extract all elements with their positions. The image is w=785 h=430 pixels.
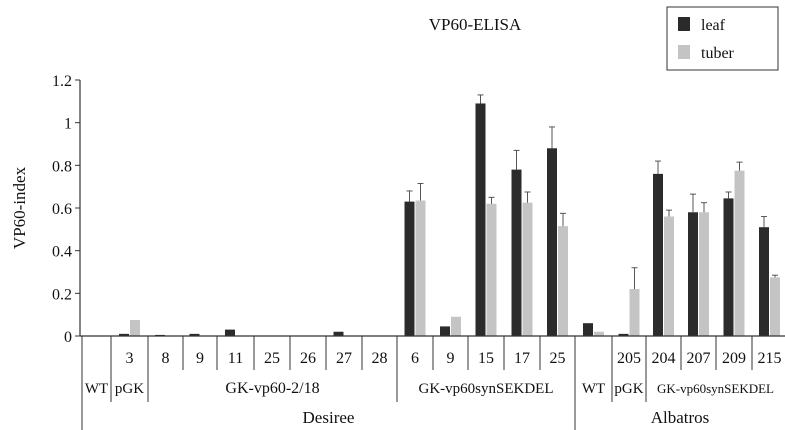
bar-leaf	[583, 323, 593, 336]
cultivar-label: Desiree	[303, 408, 355, 427]
bar-leaf	[723, 198, 734, 336]
bar-tuber	[451, 316, 461, 336]
bar-leaf	[618, 333, 629, 336]
y-tick-label: 1	[64, 116, 72, 133]
construct-label: pGK	[115, 381, 144, 397]
x-tick-label: 26	[300, 350, 316, 367]
construct-label: pGK	[614, 381, 643, 397]
x-tick-label: 9	[196, 350, 204, 367]
chart-title: VP60-ELISA	[429, 15, 522, 34]
bar-marks	[80, 94, 785, 337]
x-tick-label: 205	[617, 350, 641, 367]
bar-leaf	[189, 333, 200, 336]
legend-label-tuber: tuber	[701, 45, 735, 62]
bar-leaf	[653, 173, 663, 336]
bar-leaf	[759, 227, 769, 336]
y-axis: 0 0.2 0.4 0.6 0.8 1 1.2	[52, 73, 81, 346]
bar-tuber	[130, 320, 140, 336]
y-axis-label: VP60-index	[10, 166, 29, 249]
construct-label: GK-vp60synSEKDEL	[419, 381, 554, 397]
x-tick-label: 15	[478, 350, 494, 367]
bar-tuber	[558, 226, 568, 336]
bar-leaf	[225, 329, 235, 336]
bar-tuber	[734, 170, 745, 336]
x-tick-label: 9	[447, 350, 455, 367]
y-tick-label: 0.2	[52, 286, 72, 303]
x-tick-label: 204	[652, 350, 676, 367]
construct-label: WT	[85, 381, 108, 397]
bar-tuber	[415, 200, 426, 336]
x-tick-label: 6	[411, 350, 419, 367]
cultivar-label: Albatros	[651, 408, 710, 427]
x-tick-label: 28	[372, 350, 388, 367]
bar-tuber	[770, 277, 780, 336]
bar-tuber	[699, 212, 709, 336]
y-tick-label: 1.2	[52, 73, 72, 90]
bar-leaf	[475, 103, 486, 336]
legend-swatch-leaf	[678, 17, 690, 31]
chart-legend: leaf tuber	[666, 6, 779, 71]
bar-leaf	[333, 331, 344, 336]
y-tick-label: 0.8	[52, 158, 72, 175]
bar-leaf	[440, 326, 450, 336]
x-tick-label: 3	[126, 350, 134, 367]
bar-tuber	[664, 216, 674, 336]
x-tick-label: 11	[228, 350, 243, 367]
legend-swatch-tuber	[678, 45, 690, 59]
x-tick-label: 27	[336, 350, 352, 367]
bar-tuber	[522, 202, 533, 336]
legend-label-leaf: leaf	[701, 17, 726, 34]
x-tick-label: 209	[722, 350, 746, 367]
construct-label: GK-vp60-2/18	[225, 380, 319, 397]
bar-leaf	[511, 169, 522, 336]
bar-leaf	[404, 201, 415, 336]
x-tick-label: 25	[264, 350, 280, 367]
category-table: 3 8 9 11 25 26 27 28 6 9 15 17 25 205 204 207 209 215 WT pG…	[81, 336, 782, 430]
x-tick-label: 8	[162, 350, 170, 367]
x-tick-label: 25	[550, 350, 566, 367]
y-tick-label: 0	[64, 329, 72, 346]
bar-leaf	[119, 333, 129, 336]
bar-leaf	[547, 148, 557, 336]
bar-tuber	[629, 289, 640, 336]
y-tick-label: 0.6	[52, 201, 72, 218]
bar-leaf	[688, 212, 698, 336]
y-tick-label: 0.4	[52, 244, 72, 261]
bar-tuber	[594, 331, 604, 336]
bar-tuber	[486, 203, 497, 336]
x-tick-label: 207	[687, 350, 711, 367]
construct-label: WT	[582, 381, 605, 397]
construct-label: GK-vp60synSEKDEL	[657, 381, 774, 396]
x-tick-label: 17	[514, 350, 530, 367]
x-tick-label: 215	[758, 350, 782, 367]
